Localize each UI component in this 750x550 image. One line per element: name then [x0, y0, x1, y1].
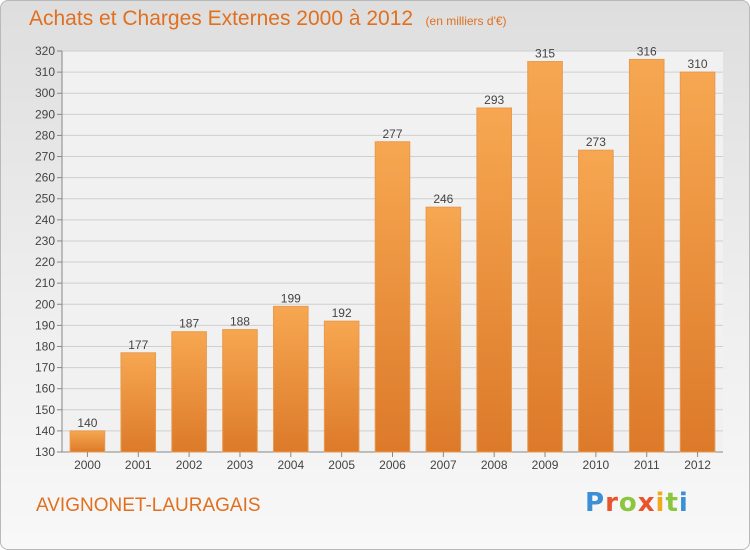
data-label: 293: [484, 93, 504, 107]
x-tick-label: 2007: [430, 458, 457, 472]
data-label: 187: [179, 317, 199, 331]
x-tick-label: 2005: [328, 458, 355, 472]
x-tick-label: 2001: [125, 458, 152, 472]
data-label: 188: [230, 315, 250, 329]
data-label: 140: [77, 416, 97, 430]
y-tick-label: 300: [35, 86, 55, 100]
y-tick-label: 310: [35, 65, 55, 79]
data-label: 310: [688, 57, 708, 71]
logo-letter: i: [655, 488, 666, 518]
y-tick-label: 260: [35, 171, 55, 185]
logo-letter: r: [605, 488, 619, 518]
data-label: 199: [281, 291, 301, 305]
y-tick-label: 200: [35, 297, 55, 311]
x-tick-label: 2006: [379, 458, 406, 472]
bar: [476, 107, 512, 453]
y-tick-label: 320: [35, 44, 55, 58]
x-tick-label: 2012: [684, 458, 711, 472]
bar: [222, 329, 258, 453]
x-tick-label: 2002: [176, 458, 203, 472]
y-tick-label: 140: [35, 424, 55, 438]
logo-letter: x: [637, 488, 656, 518]
x-tick-label: 2004: [277, 458, 304, 472]
logo-letter: o: [618, 488, 638, 518]
bar: [69, 430, 106, 453]
x-tick-label: 2003: [227, 458, 254, 472]
bar: [323, 320, 360, 453]
data-label: 273: [586, 135, 606, 149]
bar: [628, 58, 665, 453]
y-tick-label: 240: [35, 213, 55, 227]
x-tick-label: 2010: [583, 458, 610, 472]
bar: [527, 61, 563, 453]
x-tick-label: 2008: [481, 458, 508, 472]
data-label: 246: [433, 192, 453, 206]
town-name: AVIGNONET-LAURAGAIS: [36, 495, 261, 516]
x-tick-label: 2009: [532, 458, 559, 472]
y-tick-label: 130: [35, 445, 55, 459]
y-tick-label: 220: [35, 255, 55, 269]
bar: [273, 305, 309, 453]
data-label: 192: [332, 306, 352, 320]
y-tick-label: 290: [35, 107, 55, 121]
y-tick-label: 280: [35, 128, 55, 142]
bar: [425, 206, 462, 453]
y-tick-label: 230: [35, 234, 55, 248]
bar: [171, 331, 207, 453]
y-tick-label: 170: [35, 361, 55, 375]
data-label: 316: [637, 44, 657, 58]
chart-title: Achats et Charges Externes 2000 à 2012: [29, 7, 414, 30]
y-tick-label: 180: [35, 339, 55, 353]
bar: [578, 149, 614, 453]
data-label: 315: [535, 47, 555, 61]
data-label: 277: [382, 127, 402, 141]
y-tick-label: 150: [35, 403, 55, 417]
data-label: 177: [128, 338, 148, 352]
bar: [374, 141, 411, 453]
proxiti-logo[interactable]: Proxiti: [585, 488, 689, 518]
y-tick-label: 190: [35, 318, 55, 332]
y-tick-label: 160: [35, 382, 55, 396]
chart-unit: (en milliers d'€): [425, 14, 507, 28]
x-tick-label: 2000: [74, 458, 101, 472]
y-tick-label: 270: [35, 150, 55, 164]
logo-letter: P: [585, 488, 606, 518]
logo-letter: i: [678, 488, 689, 518]
x-tick-label: 2011: [634, 458, 660, 472]
chart-title-row: Achats et Charges Externes 2000 à 2012 (…: [29, 7, 507, 31]
y-tick-label: 210: [35, 276, 55, 290]
bar: [679, 71, 716, 453]
logo-letter: t: [665, 488, 679, 518]
bar: [120, 352, 157, 453]
y-tick-label: 250: [35, 192, 55, 206]
